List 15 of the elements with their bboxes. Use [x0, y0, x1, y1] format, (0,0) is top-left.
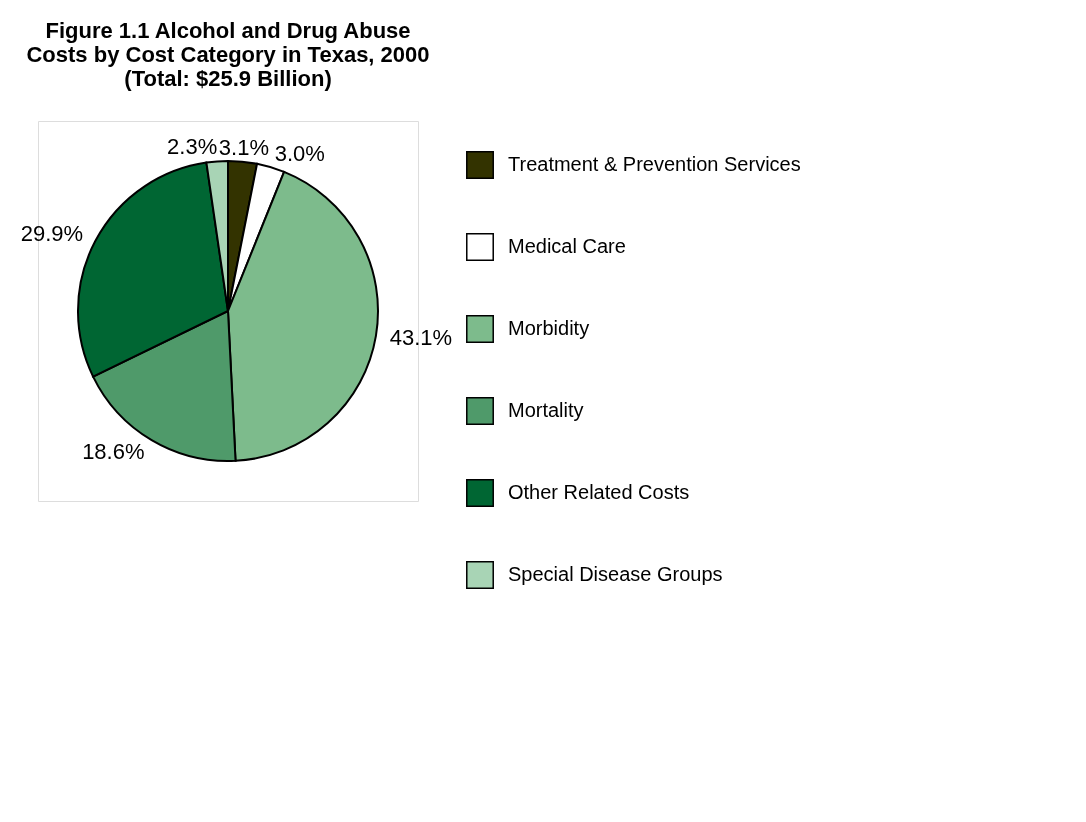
legend-label: Other Related Costs — [508, 481, 690, 503]
text: Figure 1.1 Alcohol and Drug Abuse — [45, 18, 411, 43]
legend-label: Morbidity — [508, 317, 590, 339]
legend-label: Special Disease Groups — [508, 563, 723, 585]
legend-label: Mortality — [508, 399, 584, 421]
data-label: 2.3% — [167, 134, 218, 160]
legend-label: Medical Care — [508, 235, 626, 257]
legend-label: Treatment & Prevention Services — [508, 153, 801, 175]
data-label: 3.1% — [218, 134, 270, 160]
data-label: 18.6% — [82, 439, 145, 465]
data-label: 29.9% — [20, 221, 84, 247]
text: Costs by Cost Category in Texas, 2000 — [26, 42, 430, 67]
text: (Total: $25.9 Billion) — [124, 66, 332, 91]
data-label: 43.1% — [389, 325, 453, 351]
data-label: 3.0% — [274, 140, 325, 166]
